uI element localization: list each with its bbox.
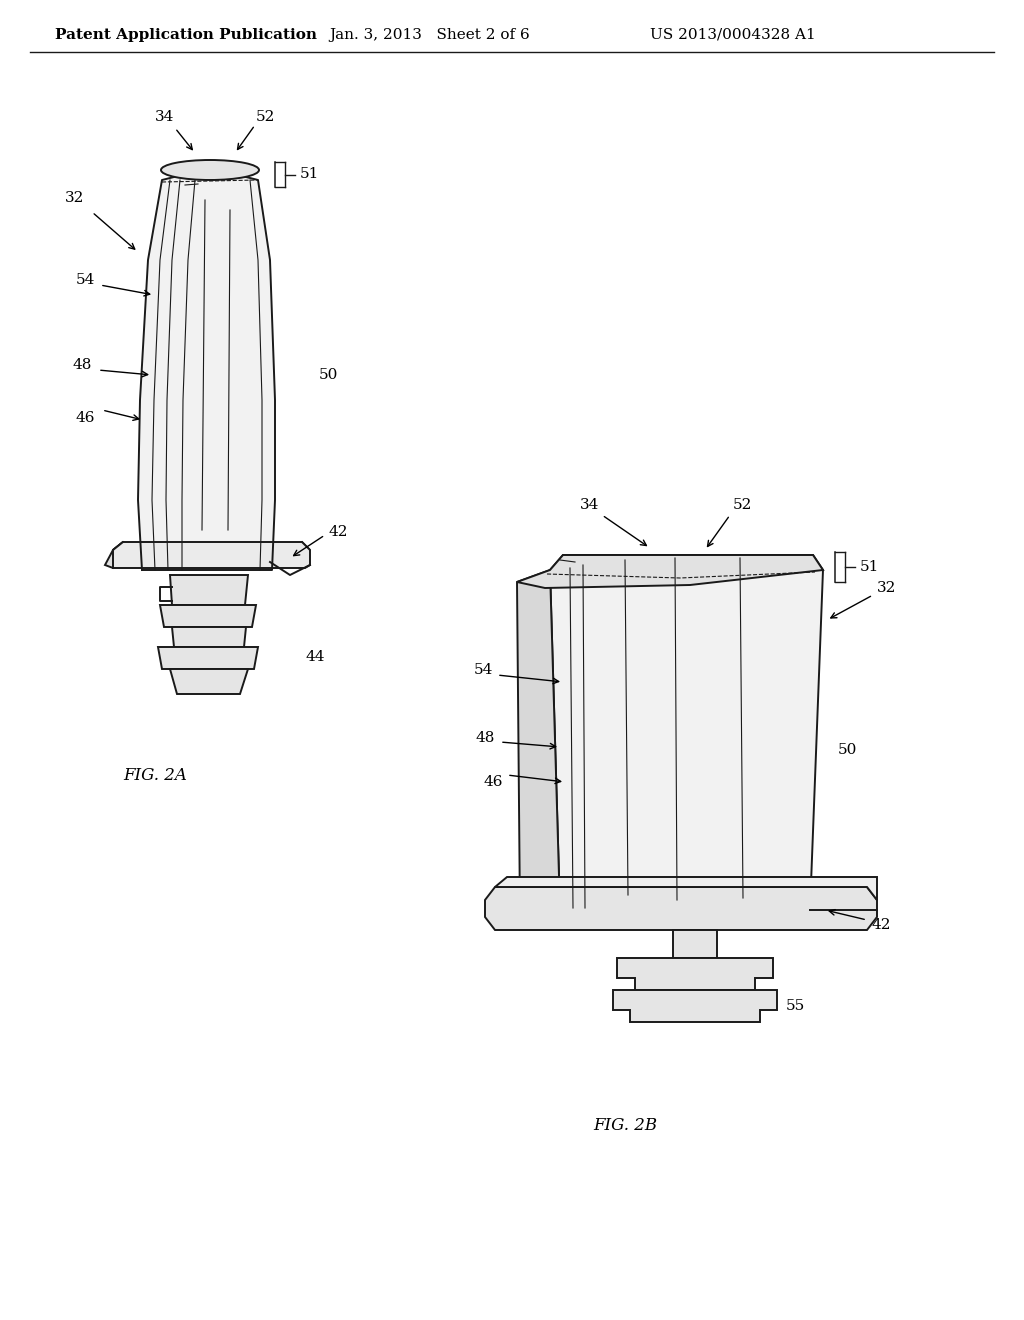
Text: FIG. 2B: FIG. 2B — [593, 1117, 657, 1134]
Text: 34: 34 — [156, 110, 175, 124]
Text: 54: 54 — [76, 273, 94, 286]
Polygon shape — [495, 876, 877, 900]
Text: 52: 52 — [255, 110, 274, 124]
Polygon shape — [673, 931, 717, 958]
Text: 48: 48 — [475, 731, 495, 744]
Polygon shape — [485, 887, 877, 931]
Text: 50: 50 — [318, 368, 338, 381]
Polygon shape — [158, 647, 258, 669]
Polygon shape — [113, 543, 310, 568]
Text: Patent Application Publication: Patent Application Publication — [55, 28, 317, 42]
Text: 54: 54 — [473, 663, 493, 677]
Text: 44: 44 — [305, 649, 325, 664]
Text: 46: 46 — [75, 411, 95, 425]
Text: US 2013/0004328 A1: US 2013/0004328 A1 — [650, 28, 816, 42]
Text: 51: 51 — [859, 560, 879, 574]
Text: Jan. 3, 2013   Sheet 2 of 6: Jan. 3, 2013 Sheet 2 of 6 — [330, 28, 530, 42]
Text: 55: 55 — [785, 999, 805, 1012]
Polygon shape — [170, 669, 248, 694]
Polygon shape — [113, 543, 310, 558]
Text: 32: 32 — [878, 581, 897, 595]
Polygon shape — [517, 554, 823, 587]
Polygon shape — [138, 168, 275, 570]
Text: 42: 42 — [871, 917, 891, 932]
Text: FIG. 2A: FIG. 2A — [123, 767, 187, 784]
Text: 34: 34 — [581, 498, 600, 512]
Polygon shape — [105, 543, 123, 568]
Text: 48: 48 — [73, 358, 92, 372]
Polygon shape — [617, 958, 773, 990]
Polygon shape — [172, 627, 246, 647]
Polygon shape — [517, 570, 560, 915]
Text: 42: 42 — [329, 525, 348, 539]
Polygon shape — [613, 990, 777, 1022]
Text: 46: 46 — [483, 775, 503, 789]
Text: 52: 52 — [732, 498, 752, 512]
Text: 51: 51 — [299, 168, 318, 181]
Ellipse shape — [161, 160, 259, 180]
Polygon shape — [160, 605, 256, 627]
Text: 32: 32 — [66, 191, 85, 205]
Polygon shape — [550, 554, 823, 909]
Text: 50: 50 — [838, 743, 857, 756]
Polygon shape — [170, 576, 248, 605]
